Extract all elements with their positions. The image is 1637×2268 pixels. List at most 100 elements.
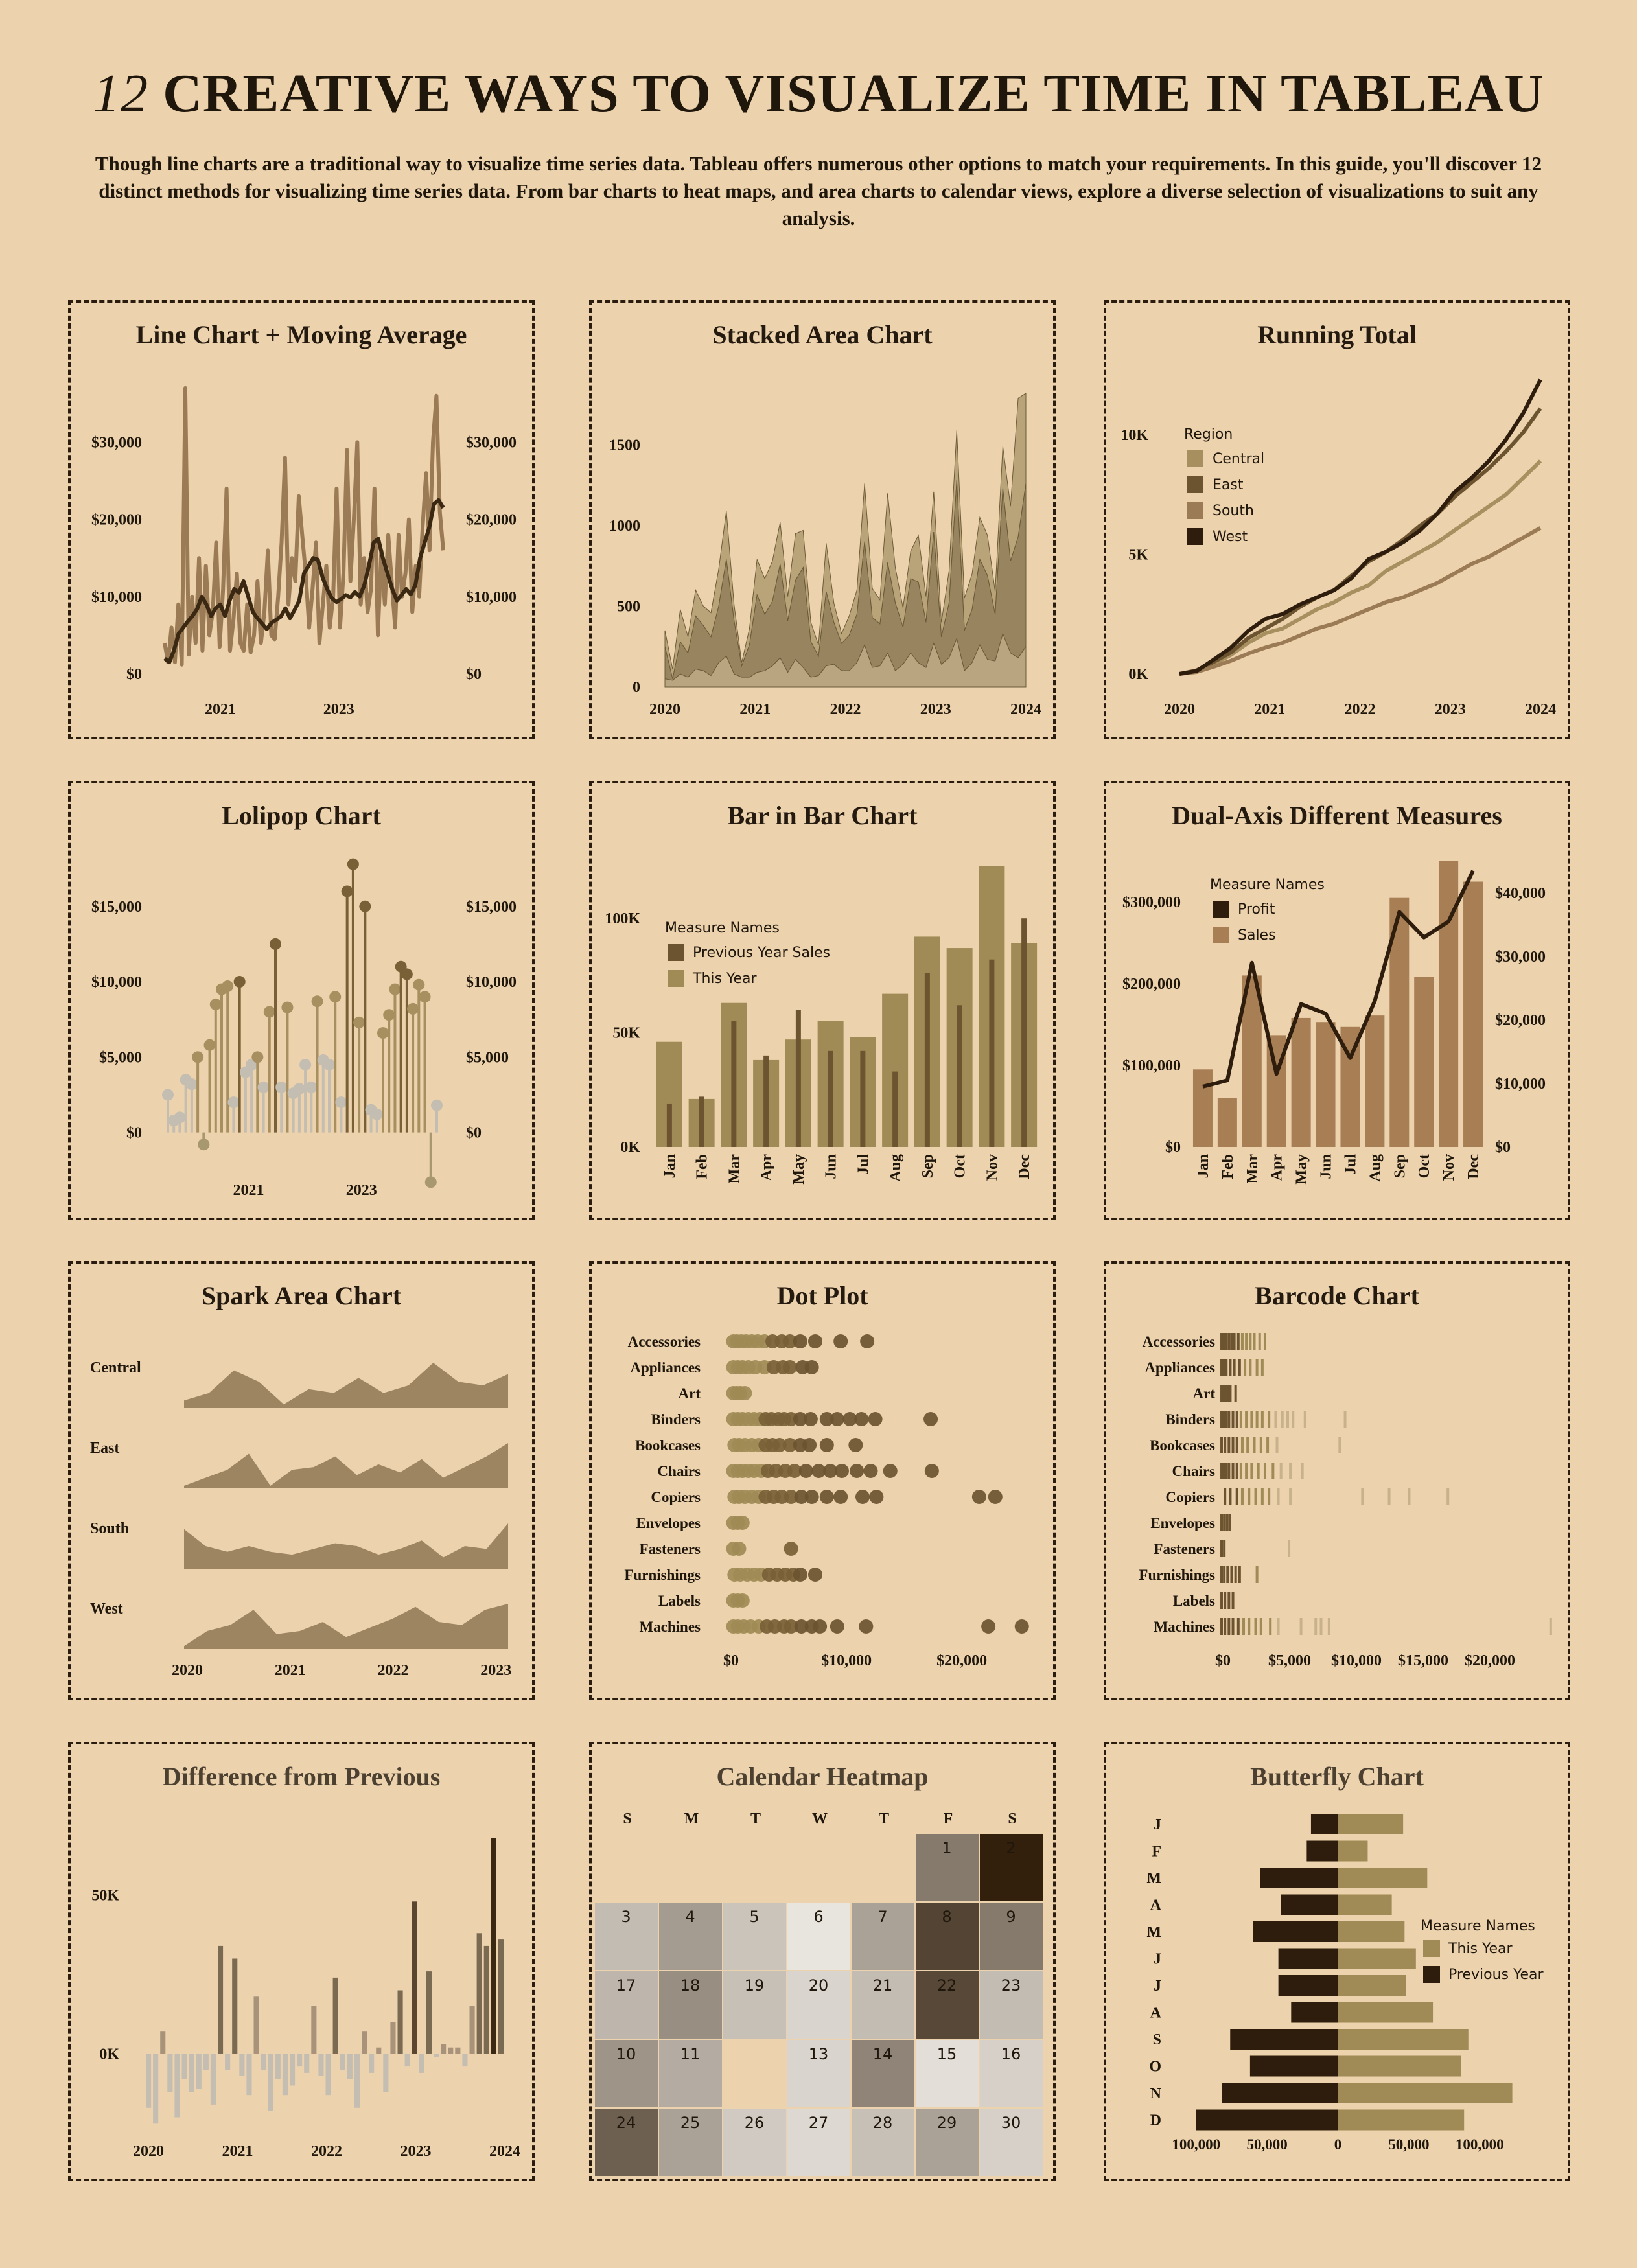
barcode-tick (1281, 1411, 1284, 1428)
bar-previous-year (699, 1096, 704, 1147)
sales-bar (1365, 1015, 1385, 1147)
category-label: Copiers (651, 1489, 701, 1505)
x-tick-label: $20,000 (1465, 1652, 1515, 1669)
row-label: South (90, 1520, 129, 1537)
barcode-tick (1274, 1411, 1277, 1428)
day-number: 25 (680, 2114, 701, 2132)
difference-bar (146, 2054, 152, 2108)
lollipop-head (329, 991, 342, 1003)
bar-previous-year (860, 1050, 866, 1147)
x-category-label: Jun (1318, 1154, 1335, 1179)
dot (842, 1412, 857, 1426)
x-tick-label: $10,000 (821, 1652, 872, 1669)
spark-area-east (184, 1443, 508, 1488)
dot (784, 1542, 798, 1556)
panel-title: Running Total (1257, 320, 1417, 349)
barcode-tick (1231, 1592, 1235, 1609)
intro-paragraph: Though line charts are a traditional way… (95, 152, 1542, 229)
barcode-tick (1239, 1463, 1242, 1479)
barcode-tick (1260, 1359, 1264, 1376)
barcode-tick (1225, 1359, 1228, 1376)
difference-bar (174, 2054, 180, 2118)
y-tick-label: 500 (617, 599, 640, 616)
spark-area-central (184, 1363, 508, 1408)
barcode-tick (1361, 1488, 1364, 1505)
lollipop-head (323, 1058, 335, 1070)
y-tick-label: $0 (1165, 1139, 1181, 1156)
x-category-label: Sep (1391, 1154, 1408, 1178)
y-tick-label: $0 (126, 1125, 142, 1142)
difference-bar (253, 1996, 259, 2054)
bar-previous-year (1249, 2055, 1338, 2077)
x-category-label: Apr (1269, 1154, 1286, 1181)
barcode-tick (1235, 1463, 1238, 1479)
barcode-tick (1222, 1463, 1225, 1479)
barcode-tick (1258, 1333, 1261, 1350)
day-number: 26 (745, 2114, 765, 2132)
barcode-tick (1266, 1437, 1270, 1453)
lollipop-head (162, 1089, 174, 1101)
panel-title: Stacked Area Chart (712, 320, 933, 349)
dot (869, 1490, 884, 1504)
x-category-label: Sep (920, 1154, 936, 1178)
dot (802, 1438, 817, 1452)
x-tick-label: 2022 (377, 1662, 408, 1679)
chart-bar-in-bar: 0K 50K 100K Jan Feb Mar Apr May Jun Jul Aug Sep Oct N… (605, 866, 1038, 1185)
bar-previous-year (1230, 2029, 1338, 2050)
y2-tick-label: $20,000 (466, 512, 517, 529)
sales-bar (1291, 1017, 1311, 1147)
legend-swatch (1423, 1940, 1440, 1957)
difference-bar (404, 2054, 410, 2067)
difference-bar (203, 2054, 209, 2070)
dot (981, 1619, 996, 1634)
barcode-tick (1227, 1618, 1231, 1635)
legend-swatch (1187, 502, 1203, 519)
bar-this-year (1338, 2029, 1469, 2050)
difference-bar (362, 2031, 367, 2054)
x-tick-label: 2021 (205, 701, 236, 718)
dot (834, 1464, 849, 1478)
legend-swatch (1423, 1966, 1440, 1983)
bar-previous-year (892, 1071, 898, 1147)
difference-bar (261, 2054, 266, 2070)
month-label: J (1154, 1816, 1161, 1833)
y-tick-label: $15,000 (91, 899, 142, 916)
barcode-tick (1254, 1618, 1257, 1635)
bar-previous-year (828, 1050, 833, 1147)
category-label: Fasteners (639, 1541, 701, 1557)
area-series-0 (664, 632, 1027, 688)
month-label: A (1150, 2005, 1162, 2022)
difference-bar (189, 2054, 194, 2092)
sales-line (163, 386, 445, 667)
chart-barcode: Accessories Appliances Art Binders Bookcases… (1139, 1333, 1552, 1669)
bar-previous-year (763, 1055, 769, 1147)
panel-running-total: Running Total 0K 5K 10K 2020 2021 2022 2023 202… (1104, 300, 1570, 739)
difference-bar (419, 2054, 424, 2073)
day-number: 30 (1001, 2114, 1021, 2132)
lollipop-head (233, 976, 246, 988)
running-total-line-west (1179, 378, 1542, 676)
dot (787, 1464, 802, 1478)
barcode-tick (1286, 1411, 1289, 1428)
sales-bar (1192, 1069, 1213, 1147)
bar-previous-year (1021, 918, 1027, 1147)
panel-difference: Difference from Previous 0K 50K 2020 2021 20… (68, 1742, 535, 2181)
x-tick-label: 2024 (489, 2143, 520, 2160)
lollipop-head (401, 968, 413, 980)
barcode-tick (1223, 1566, 1226, 1583)
difference-bar (196, 2054, 202, 2089)
calendar-day-cell (916, 2109, 979, 2176)
day-number: 17 (616, 1976, 636, 1995)
dot (782, 1334, 797, 1348)
y-tick-label: 1000 (609, 518, 640, 535)
barcode-tick (1246, 1437, 1249, 1453)
lollipop-head (185, 1078, 198, 1091)
bar-previous-year (1291, 2002, 1338, 2023)
lollipop-head (257, 1081, 270, 1093)
barcode-tick (1220, 1592, 1224, 1609)
weekday-label: T (750, 1811, 761, 1827)
barcode-tick (1227, 1463, 1231, 1479)
barcode-tick (1319, 1618, 1323, 1635)
bar-previous-year (1281, 1894, 1338, 1915)
